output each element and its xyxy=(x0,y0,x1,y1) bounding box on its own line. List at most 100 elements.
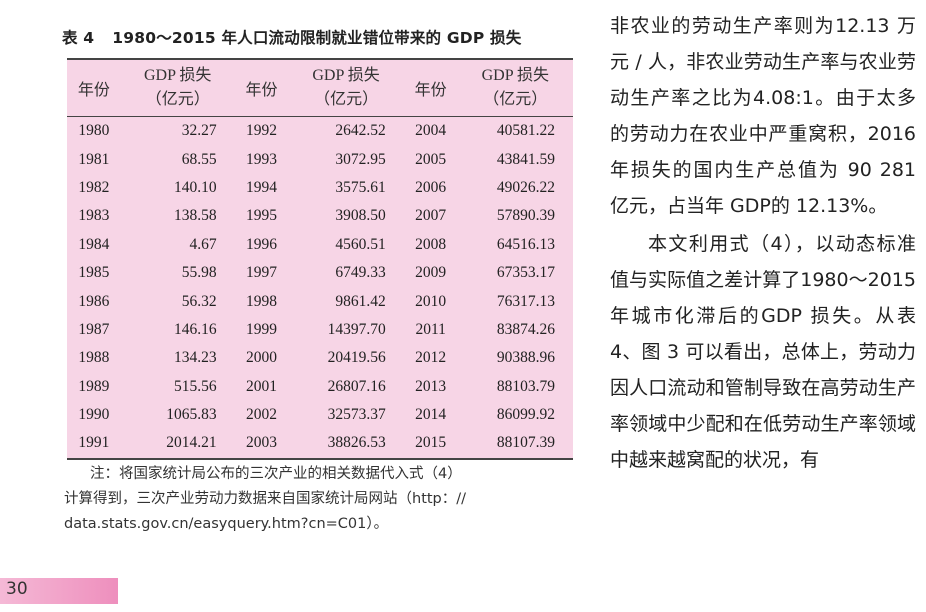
gdp-loss-cell: 68.55 xyxy=(181,150,217,168)
gdp-loss-cell: 83874.26 xyxy=(496,320,555,338)
year-cell: 1992 xyxy=(245,122,277,140)
gdp-loss-cell: 2642.52 xyxy=(335,122,386,140)
year-cell: 1980 xyxy=(78,122,110,140)
year-cell: 1993 xyxy=(245,150,277,168)
table-row: 1991 2014.21 2003 38826.53 2015 88107.39 xyxy=(67,429,573,460)
gdp-loss-cell: 86099.92 xyxy=(496,406,555,424)
gdp-loss-cell: 57890.39 xyxy=(496,207,555,225)
gdp-loss-cell: 56.32 xyxy=(181,292,217,310)
gdp-loss-cell: 55.98 xyxy=(181,264,217,282)
year-cell: 1995 xyxy=(245,207,277,225)
gdp-loss-cell: 2014.21 xyxy=(120,429,235,460)
year-cell: 2015 xyxy=(403,429,458,460)
gdp-loss-cell: 6749.33 xyxy=(335,264,386,282)
year-cell: 1996 xyxy=(245,235,277,253)
body-paragraph: 本文利用式（4），以动态标准值与实际值之差计算了1980～2015 年城市化滞后… xyxy=(610,233,916,471)
header-year: 年份 xyxy=(67,58,121,117)
header-gdp-loss: GDP 损失 （亿元） xyxy=(288,58,404,117)
gdp-loss-cell: 3072.95 xyxy=(335,150,386,168)
gdp-loss-cell: 88107.39 xyxy=(457,429,573,460)
gdp-loss-cell: 67353.17 xyxy=(496,264,555,282)
table-row: 1985 55.98 1997 6749.33 2009 67353.17 xyxy=(67,259,573,287)
gdp-loss-cell: 32.27 xyxy=(181,122,217,140)
year-cell: 2011 xyxy=(415,320,446,338)
table-row: 1988 134.23 2000 20419.56 2012 90388.96 xyxy=(67,344,573,372)
table-row: 1986 56.32 1998 9861.42 2010 76317.13 xyxy=(67,287,573,315)
table-row: 1987 146.16 1999 14397.70 2011 83874.26 xyxy=(67,316,573,344)
year-cell: 2008 xyxy=(415,235,447,253)
gdp-loss-cell: 32573.37 xyxy=(327,406,386,424)
year-cell: 2004 xyxy=(415,122,447,140)
page-number-bar xyxy=(0,578,118,604)
year-cell: 1999 xyxy=(245,320,277,338)
year-cell: 2013 xyxy=(415,377,447,395)
gdp-loss-cell: 146.16 xyxy=(173,320,217,338)
table-body: 1980 32.27 1992 2642.52 2004 40581.22 1981 68.5… xyxy=(67,117,573,460)
table-note: 注：将国家统计局公布的三次产业的相关数据代入式（4） 计算得到，三次产业劳动力数… xyxy=(64,462,576,537)
header-year: 年份 xyxy=(234,58,289,117)
year-cell: 1987 xyxy=(78,320,110,338)
year-cell: 2006 xyxy=(415,178,447,196)
note-line: data.stats.gov.cn/easyquery.htm?cn=C01）。 xyxy=(64,516,389,532)
year-cell: 1983 xyxy=(78,207,110,225)
header-gdp-loss-line1: GDP 损失 xyxy=(312,67,380,84)
gdp-loss-cell: 49026.22 xyxy=(496,178,555,196)
year-cell: 1988 xyxy=(78,349,110,367)
gdp-loss-cell: 76317.13 xyxy=(496,292,555,310)
header-gdp-loss-unit: （亿元） xyxy=(145,91,210,108)
gdp-loss-cell: 40581.22 xyxy=(496,122,555,140)
table-row: 1980 32.27 1992 2642.52 2004 40581.22 xyxy=(67,117,573,146)
year-cell: 2002 xyxy=(245,406,277,424)
header-gdp-loss-unit: （亿元） xyxy=(314,91,379,108)
gdp-loss-cell: 138.58 xyxy=(173,207,217,225)
gdp-loss-cell: 4560.51 xyxy=(335,235,386,253)
table-row: 1981 68.55 1993 3072.95 2005 43841.59 xyxy=(67,145,573,173)
year-cell: 1982 xyxy=(78,178,110,196)
header-gdp-loss: GDP 损失 （亿元） xyxy=(120,58,235,117)
gdp-loss-cell: 64516.13 xyxy=(496,235,555,253)
gdp-loss-cell: 43841.59 xyxy=(496,150,555,168)
table-title: 1980～2015 年人口流动限制就业错位带来的 GDP 损失 xyxy=(112,29,522,47)
year-cell: 1998 xyxy=(245,292,277,310)
body-paragraph: 非农业的劳动生产率则为12.13 万元 / 人，非农业劳动生产率与农业劳动生产率… xyxy=(610,15,916,217)
year-cell: 1989 xyxy=(78,377,110,395)
table-header-row: 年份 GDP 损失 （亿元） 年份 GDP 损失 （亿元） 年份 GDP 损失 （亿元… xyxy=(67,58,573,117)
year-cell: 2007 xyxy=(415,207,447,225)
header-year: 年份 xyxy=(403,58,458,117)
gdp-loss-cell: 20419.56 xyxy=(327,349,386,367)
body-column: 非农业的劳动生产率则为12.13 万元 / 人，非农业劳动生产率与农业劳动生产率… xyxy=(610,8,916,478)
year-cell: 1984 xyxy=(78,235,110,253)
gdp-loss-cell: 88103.79 xyxy=(496,377,555,395)
year-cell: 2010 xyxy=(415,292,447,310)
year-cell: 1990 xyxy=(78,406,110,424)
year-cell: 1991 xyxy=(67,429,121,460)
header-gdp-loss-line1: GDP 损失 xyxy=(143,67,212,84)
year-cell: 1997 xyxy=(245,264,277,282)
page-number: 30 xyxy=(6,579,28,599)
year-cell: 2009 xyxy=(415,264,447,282)
gdp-loss-cell: 134.23 xyxy=(173,349,217,367)
year-cell: 2005 xyxy=(415,150,447,168)
gdp-loss-cell: 14397.70 xyxy=(327,320,386,338)
year-cell: 2003 xyxy=(234,429,289,460)
gdp-loss-cell: 38826.53 xyxy=(288,429,404,460)
gdp-loss-table: 年份 GDP 损失 （亿元） 年份 GDP 损失 （亿元） 年份 GDP 损失 （亿元… xyxy=(67,58,573,460)
gdp-loss-cell: 140.10 xyxy=(173,178,217,196)
year-cell: 2014 xyxy=(415,406,447,424)
header-gdp-loss: GDP 损失 （亿元） xyxy=(457,58,573,117)
year-cell: 2000 xyxy=(245,349,277,367)
table-row: 1989 515.56 2001 26807.16 2013 88103.79 xyxy=(67,373,573,401)
year-cell: 1994 xyxy=(245,178,277,196)
gdp-loss-cell: 9861.42 xyxy=(335,292,386,310)
table-row: 1983 138.58 1995 3908.50 2007 57890.39 xyxy=(67,202,573,230)
note-line: 注：将国家统计局公布的三次产业的相关数据代入式（4） xyxy=(90,466,462,482)
gdp-loss-cell: 1065.83 xyxy=(166,406,217,424)
header-gdp-loss-unit: （亿元） xyxy=(483,91,548,108)
table-number: 表 4 xyxy=(62,29,95,47)
year-cell: 1981 xyxy=(78,150,110,168)
table-row: 1990 1065.83 2002 32573.37 2014 86099.92 xyxy=(67,401,573,429)
year-cell: 1985 xyxy=(78,264,110,282)
table-caption: 表 4 1980～2015 年人口流动限制就业错位带来的 GDP 损失 xyxy=(62,26,582,48)
gdp-loss-cell: 515.56 xyxy=(173,377,217,395)
gdp-loss-cell: 90388.96 xyxy=(496,349,555,367)
